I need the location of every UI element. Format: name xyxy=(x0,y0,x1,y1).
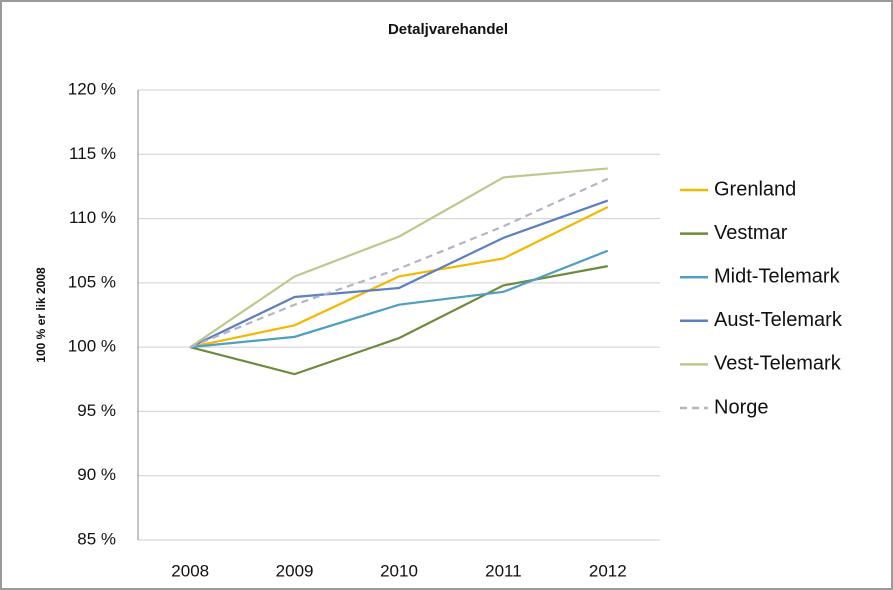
x-tick-label: 2012 xyxy=(589,561,627,580)
series-line xyxy=(189,206,609,349)
y-tick-label: 120 % xyxy=(68,79,116,98)
y-tick-label: 95 % xyxy=(77,401,116,420)
x-tick-label: 2010 xyxy=(380,561,418,580)
series-line xyxy=(189,177,609,349)
y-tick-label: 90 % xyxy=(77,465,116,484)
y-tick-label: 115 % xyxy=(69,144,116,163)
y-tick-label: 85 % xyxy=(77,529,116,548)
chart-title: Detaljvarehandel xyxy=(388,21,508,38)
legend-label: Grenland xyxy=(714,178,796,200)
series-line xyxy=(189,167,608,349)
x-tick-label: 2009 xyxy=(276,561,314,580)
y-tick-label: 110 % xyxy=(69,208,116,227)
legend-label: Aust-Telemark xyxy=(714,309,843,331)
series-line xyxy=(189,199,609,349)
x-tick-label: 2008 xyxy=(171,561,209,580)
y-tick-label: 100 % xyxy=(68,337,116,356)
legend-label: Norge xyxy=(714,396,768,418)
legend-label: Vestmar xyxy=(714,222,788,244)
legend-label: Vest-Telemark xyxy=(714,353,842,375)
y-tick-label: 105 % xyxy=(68,272,116,291)
x-tick-label: 2011 xyxy=(485,561,522,580)
legend-label: Midt-Telemark xyxy=(714,265,841,287)
series-line xyxy=(190,249,609,349)
y-axis-label: 100 % er lik 2008 xyxy=(34,267,48,363)
